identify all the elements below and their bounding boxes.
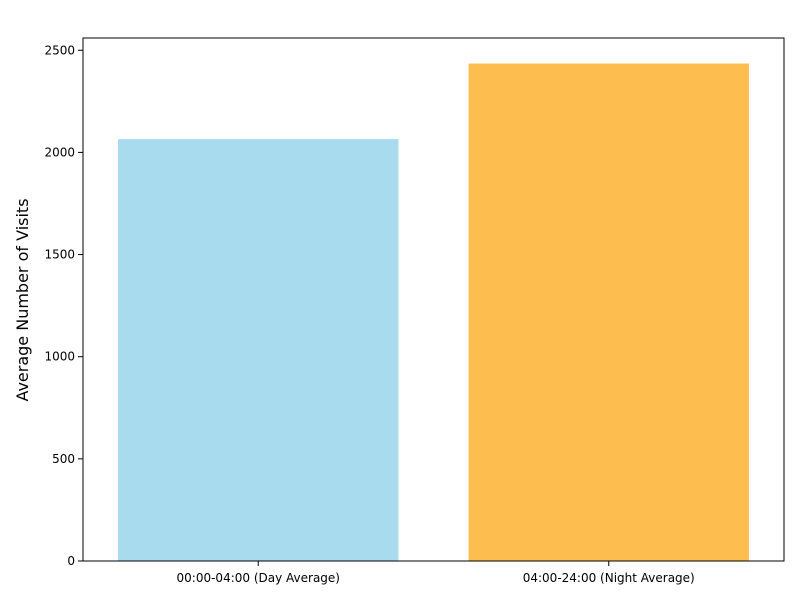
bar-2 (468, 63, 749, 561)
y-tick-label: 0 (67, 554, 75, 568)
bar-1 (118, 139, 399, 561)
x-tick-label: 04:00-24:00 (Night Average) (523, 571, 695, 585)
y-tick-label: 1500 (44, 248, 75, 262)
y-axis-ticks: 0 500 1000 1500 2000 2500 (44, 43, 83, 568)
y-axis-label: Average Number of Visits (13, 198, 32, 401)
x-tick-label: 00:00-04:00 (Day Average) (177, 571, 340, 585)
y-tick-label: 2000 (44, 145, 75, 159)
bars-layer (118, 63, 749, 561)
y-tick-label: 500 (52, 452, 75, 466)
x-axis-ticks: 00:00-04:00 (Day Average) 04:00-24:00 (Ni… (177, 561, 695, 585)
plot-frame (82, 37, 785, 562)
y-tick-label: 1000 (44, 350, 75, 364)
y-tick-label: 2500 (44, 43, 75, 57)
